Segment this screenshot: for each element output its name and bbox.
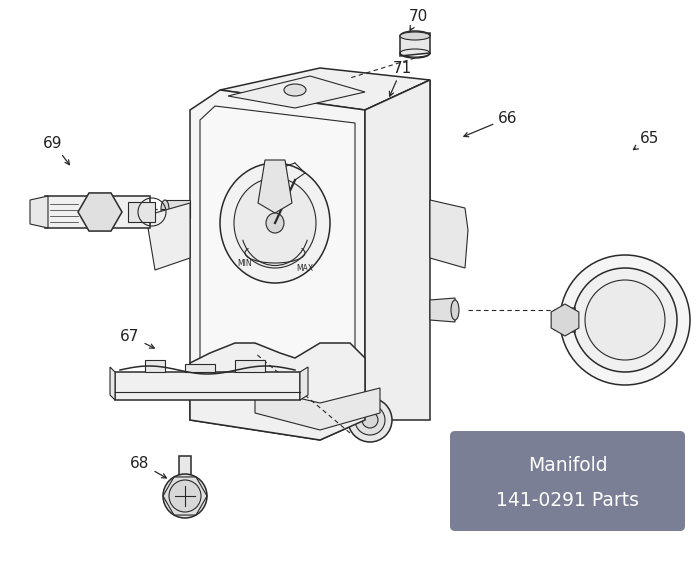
Polygon shape (185, 364, 215, 372)
Circle shape (163, 474, 207, 518)
Polygon shape (430, 200, 468, 268)
Polygon shape (200, 106, 355, 423)
Polygon shape (145, 360, 165, 372)
Circle shape (362, 412, 378, 428)
Text: 70: 70 (408, 9, 428, 30)
Polygon shape (115, 372, 300, 400)
Polygon shape (551, 304, 579, 336)
Polygon shape (220, 68, 430, 110)
Text: 68: 68 (130, 456, 167, 478)
Circle shape (560, 255, 690, 385)
Text: 66: 66 (464, 111, 518, 137)
Circle shape (169, 480, 201, 512)
Text: 69: 69 (43, 136, 69, 165)
Polygon shape (110, 367, 115, 400)
Polygon shape (228, 76, 365, 108)
Polygon shape (30, 196, 48, 228)
Text: 65: 65 (634, 131, 659, 149)
Polygon shape (365, 80, 430, 258)
Polygon shape (78, 193, 122, 231)
Text: Manifold: Manifold (528, 456, 608, 475)
Circle shape (585, 280, 665, 360)
Polygon shape (255, 388, 380, 430)
Polygon shape (235, 360, 265, 372)
Polygon shape (190, 90, 365, 440)
Text: MIN: MIN (238, 258, 252, 268)
Polygon shape (300, 367, 308, 400)
FancyBboxPatch shape (450, 431, 685, 531)
Ellipse shape (284, 84, 306, 96)
Text: MAX: MAX (296, 264, 314, 273)
Polygon shape (148, 203, 190, 270)
Polygon shape (365, 80, 430, 420)
Polygon shape (400, 33, 430, 56)
Polygon shape (179, 456, 191, 491)
Polygon shape (45, 196, 150, 228)
Text: 141-0291 Parts: 141-0291 Parts (496, 491, 639, 510)
Ellipse shape (451, 300, 459, 320)
Ellipse shape (220, 163, 330, 283)
Polygon shape (128, 202, 155, 222)
Polygon shape (190, 343, 365, 440)
Ellipse shape (266, 213, 284, 233)
Polygon shape (430, 298, 455, 322)
Circle shape (573, 268, 677, 372)
Circle shape (355, 405, 385, 435)
Polygon shape (555, 308, 575, 332)
Polygon shape (165, 200, 190, 218)
Text: 71: 71 (389, 61, 412, 96)
Ellipse shape (234, 178, 316, 268)
Text: 67: 67 (120, 328, 154, 348)
Ellipse shape (161, 200, 169, 218)
Polygon shape (258, 160, 292, 213)
Ellipse shape (400, 32, 430, 40)
Circle shape (348, 398, 392, 442)
